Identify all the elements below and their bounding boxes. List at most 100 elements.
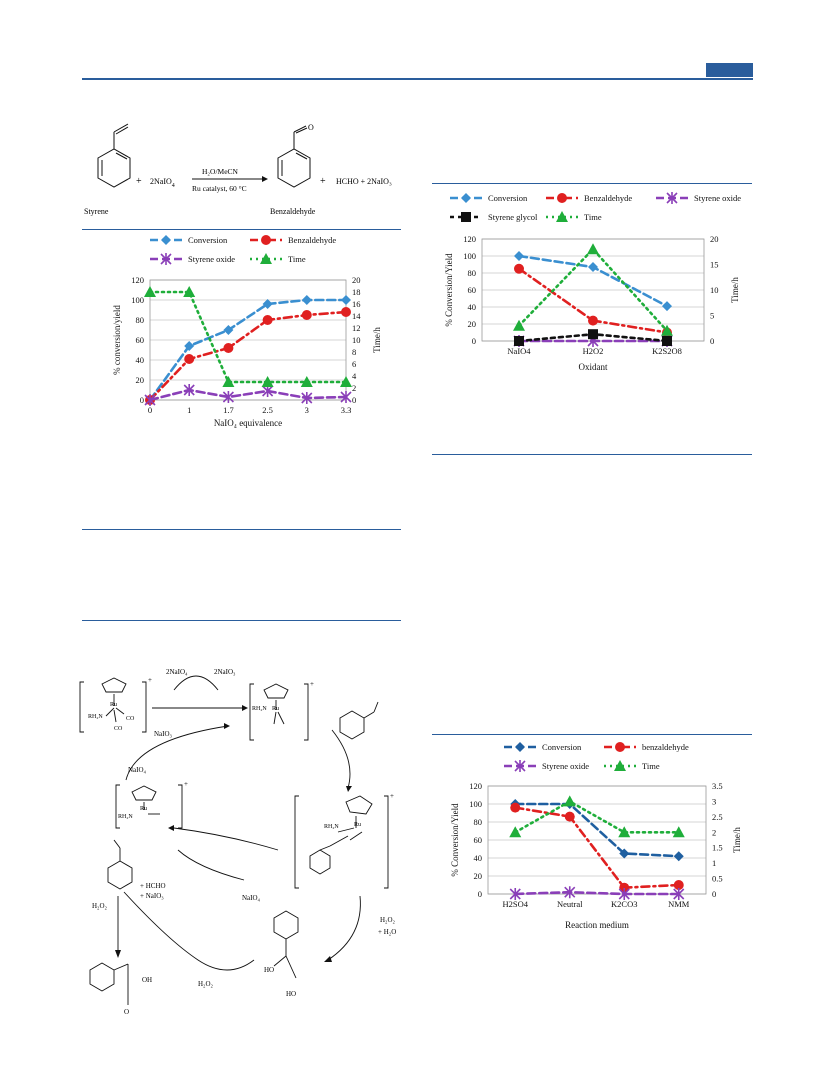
legend-item: Styrene oxide: [150, 253, 235, 265]
y-tick-label: 0: [478, 889, 482, 899]
data-point: [261, 376, 274, 387]
nh2-label-2: RH₂N: [252, 706, 267, 712]
chart-oxidant: 0 20 40 60 80 100 120 0 5 10 15 20 NaIO4 H2O2 K2S2O8 Ox…: [436, 186, 756, 376]
x-tick-label: 3.3: [341, 405, 352, 415]
legend-item: Styrene oxide: [656, 192, 741, 204]
cycle-plus-charge-2: +: [310, 680, 314, 688]
legend-item: Conversion: [450, 193, 528, 203]
legend-marker: [261, 235, 271, 245]
data-point: [662, 336, 672, 346]
legend-label: Time: [642, 761, 660, 771]
y-tick-label: 0: [140, 395, 144, 405]
reagent-naio4: 2NaIO4: [150, 177, 175, 189]
y2-tick-label: 0: [712, 889, 716, 899]
series-benzaldehyde: [510, 802, 684, 893]
y-tick-label: 40: [136, 355, 145, 365]
plus-sign-1: +: [136, 176, 142, 187]
x-tick-label: 1.7: [223, 405, 234, 415]
legend-item: Benzaldehyde: [546, 193, 632, 203]
y2-tick-label: 2: [352, 383, 356, 393]
y2-tick-label: 10: [710, 285, 719, 295]
legend-marker: [461, 212, 471, 222]
data-point: [184, 354, 195, 364]
y-tick-label: 20: [468, 319, 477, 329]
legend-marker: [515, 742, 525, 752]
y2-tick-label: 14: [352, 311, 361, 321]
data-point: [662, 301, 672, 312]
y-tick-label: 80: [136, 315, 145, 325]
co-label-1: CO: [126, 716, 135, 722]
cycle-h2o2-bottom: H₂O₂: [198, 980, 214, 988]
data-point: [588, 329, 598, 340]
y2-axis-label: Time/h: [730, 277, 740, 303]
series-line: [148, 290, 348, 384]
rule-right-2: [432, 454, 752, 455]
y2-tick-label: 0: [710, 336, 714, 346]
data-point: [564, 811, 575, 822]
rule-left-2: [82, 620, 401, 621]
rule-right-3: [432, 734, 752, 735]
y-tick-label: 80: [474, 817, 483, 827]
y-axis-label: % Conversion/Yield: [450, 803, 460, 877]
legend-item: Styrene oxide: [504, 760, 589, 772]
header-tab: [706, 63, 753, 77]
styrene-label: Styrene: [84, 207, 109, 216]
series-benzaldehyde: [145, 307, 351, 405]
byproducts-text: HCHO + 2NaIO₃: [336, 177, 392, 186]
catalytic-cycle: 2NaIO₄ 2NaIO₃ + + + + Ru Ru Ru Ru RH₂N R…: [79, 668, 396, 1016]
data-point: [301, 310, 312, 320]
x-tick-label: NMM: [668, 899, 690, 909]
data-point: [144, 394, 156, 406]
y2-tick-label: 12: [352, 323, 361, 333]
x-tick-label: 3: [305, 405, 309, 415]
legend-marker: [614, 760, 626, 771]
y-axis-label: % Conversion/Yield: [444, 253, 454, 327]
header-rule: [82, 78, 753, 80]
data-point: [340, 376, 352, 387]
series-time: [509, 795, 685, 838]
y2-tick-label: 16: [352, 299, 361, 309]
data-point: [183, 286, 196, 297]
data-point: [514, 336, 524, 346]
aldehyde-o: O: [308, 123, 314, 132]
data-point: [513, 319, 525, 331]
legend-marker: [615, 742, 625, 752]
data-point: [223, 343, 234, 353]
y2-tick-label: 4: [352, 371, 357, 381]
y2-tick-label: 1.5: [712, 843, 723, 853]
y-tick-label: 0: [472, 336, 476, 346]
legend-label: Conversion: [542, 742, 582, 752]
data-point: [301, 295, 312, 305]
legend-marker: [161, 235, 171, 245]
plot-area: [487, 785, 707, 895]
y2-tick-label: 1: [712, 858, 716, 868]
legend-label: Benzaldehyde: [584, 193, 632, 203]
benzaldehyde-label: Benzaldehyde: [270, 207, 316, 216]
x-tick-label: H2SO4: [502, 899, 528, 909]
legend-label: Time: [288, 254, 306, 264]
legend-label: Conversion: [188, 235, 228, 245]
legend-item: Conversion: [504, 742, 582, 752]
y2-tick-label: 18: [352, 287, 361, 297]
series-conversion: [514, 251, 672, 312]
series-benzaldehyde: [514, 263, 672, 338]
data-point: [673, 880, 684, 890]
legend-marker: [260, 253, 272, 264]
legend-label: Styrene glycol: [488, 212, 538, 222]
legend-label: Benzaldehyde: [288, 235, 336, 245]
y-tick-label: 60: [136, 335, 145, 345]
x-tick-label: 2.5: [262, 405, 273, 415]
y2-tick-label: 15: [710, 260, 719, 270]
legend-item: Conversion: [150, 235, 228, 245]
y2-tick-label: 8: [352, 347, 356, 357]
legend-label: Styrene oxide: [188, 254, 235, 264]
arrow-top-text: H₂O/MeCN: [202, 167, 239, 176]
x-axis-label: NaIO₄ equivalence: [214, 418, 282, 428]
cycle-naio3-left: NaIO₃: [154, 730, 173, 738]
y-tick-label: 40: [474, 853, 483, 863]
y-tick-label: 80: [468, 268, 477, 278]
chart-naio4-equivalence: 0 20 40 60 80 100 120 0 2 4 6 8 10 12 14 16 18 20 0 1 1.7 2.5…: [90, 230, 410, 440]
data-point: [183, 384, 195, 396]
data-point: [222, 391, 234, 403]
legend-label: Time: [584, 212, 602, 222]
